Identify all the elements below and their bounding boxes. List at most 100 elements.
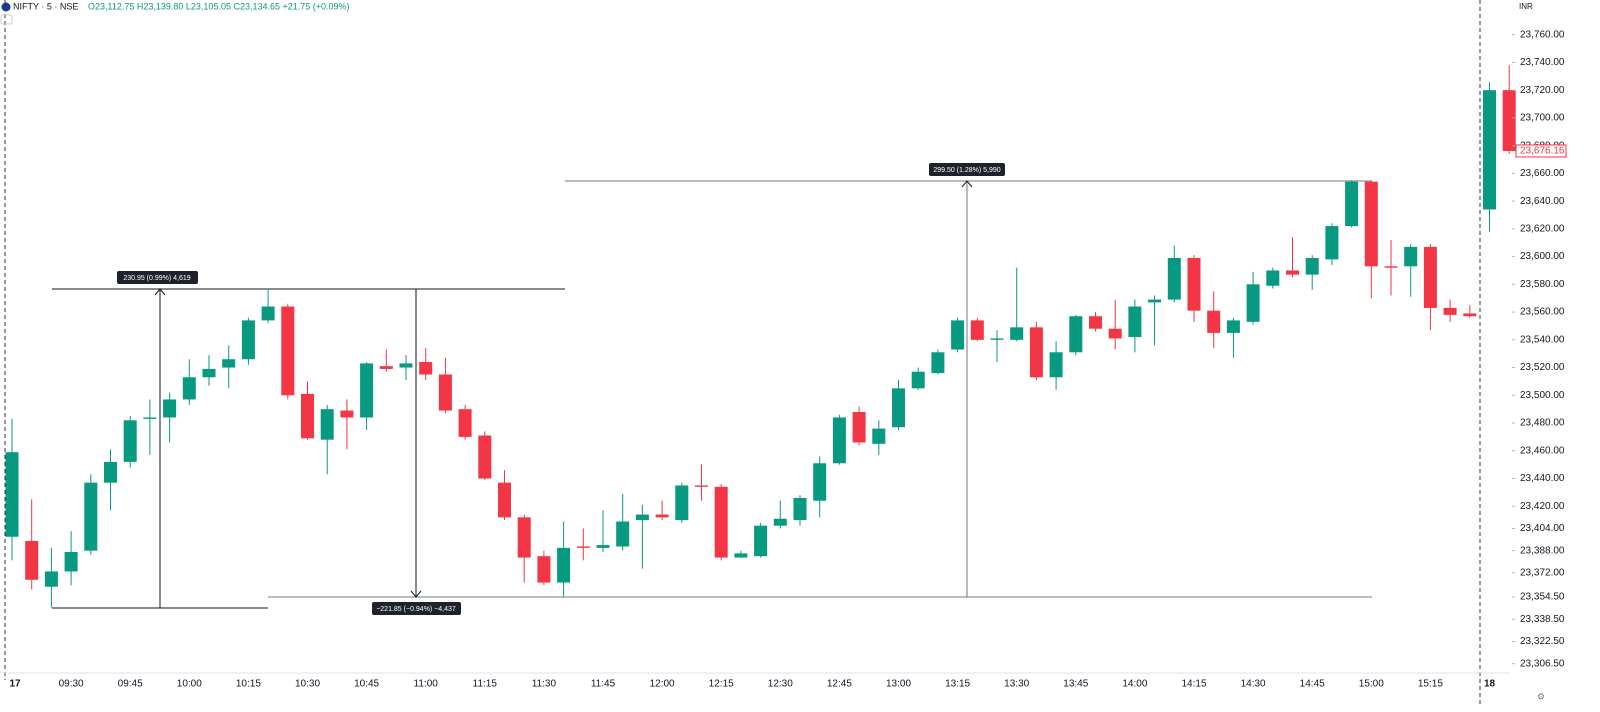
y-tick-label: 23,440.00 — [1520, 473, 1565, 484]
candle-body — [832, 417, 846, 464]
y-tick-label: 23,640.00 — [1520, 196, 1565, 207]
symbol-title[interactable]: NIFTY · 5 · NSE — [13, 1, 78, 11]
candle-body — [813, 463, 827, 501]
y-tick-label: 23,560.00 — [1520, 307, 1565, 318]
candle-body — [754, 525, 768, 557]
candle-body — [951, 320, 965, 350]
candle-body — [64, 552, 78, 572]
candle-body — [1364, 181, 1378, 267]
arrow-head — [961, 180, 973, 188]
candle-body — [537, 556, 551, 583]
candle-body — [25, 540, 39, 580]
candle-body — [163, 399, 177, 418]
candle-body — [182, 377, 196, 400]
x-tick-label: 13:15 — [945, 679, 970, 690]
candle-body — [340, 410, 354, 418]
x-tick-label: 15:00 — [1359, 679, 1384, 690]
candle-body — [498, 482, 511, 518]
candle-body — [1187, 257, 1201, 311]
candle-body — [1089, 316, 1102, 329]
candle-body — [635, 514, 649, 521]
x-tick-label: 11:15 — [473, 679, 498, 690]
candle-body — [675, 485, 689, 521]
candle-body — [714, 486, 728, 558]
candle-body — [123, 420, 137, 462]
measure-text: 230.95 (0.99%) 4,619 — [123, 275, 190, 282]
y-tick-label: 23,460.00 — [1520, 445, 1565, 456]
candle-body — [1325, 226, 1339, 260]
y-tick-label: 23,500.00 — [1520, 390, 1565, 401]
x-tick-label: 11:45 — [591, 679, 616, 690]
x-tick-label: 14:30 — [1241, 679, 1266, 690]
candle-body — [320, 409, 334, 440]
y-tick-label: 23,620.00 — [1520, 223, 1565, 234]
x-tick-label: 12:15 — [709, 679, 734, 690]
candle-body — [458, 409, 472, 437]
candle-body — [222, 359, 236, 368]
measure-label: 299.50 (1.28%) 5,990 — [929, 163, 1005, 176]
candle-body — [1128, 306, 1142, 338]
candle-body — [84, 482, 98, 551]
x-tick-label: 13:45 — [1063, 679, 1088, 690]
y-tick-label: 23,580.00 — [1520, 279, 1565, 290]
candle-body — [931, 352, 945, 374]
candle-body — [616, 521, 630, 547]
candle-body — [1286, 270, 1299, 275]
candle-body — [241, 320, 255, 360]
symbol-icon — [1, 2, 11, 12]
y-tick-label: 23,306.50 — [1520, 658, 1565, 669]
candle-body — [1384, 266, 1398, 268]
y-tick-label: 23,520.00 — [1520, 362, 1565, 373]
label-box — [372, 602, 461, 615]
x-tick-label: 09:45 — [118, 679, 143, 690]
y-tick-label: 23,540.00 — [1520, 334, 1565, 345]
candle-body — [478, 435, 492, 479]
x-tick-label: 12:00 — [650, 679, 675, 690]
y-tick-label: 23,660.00 — [1520, 168, 1565, 179]
x-tick-label: 11:30 — [532, 679, 557, 690]
y-tick-label: 23,338.50 — [1520, 614, 1565, 625]
measure-text: 299.50 (1.28%) 5,990 — [933, 167, 1000, 174]
measure-text: −221.85 (−0.94%) −4,437 — [376, 606, 456, 613]
candle-body — [1207, 310, 1221, 333]
label-box — [929, 163, 1005, 176]
candle-body — [360, 363, 374, 418]
candle-body — [1483, 90, 1496, 210]
y-tick-label: 23,404.00 — [1520, 523, 1565, 534]
candle-body — [1167, 257, 1181, 300]
candle-body — [261, 306, 275, 321]
last-price-box — [1515, 144, 1567, 158]
candle-body — [1029, 327, 1043, 378]
collapse-button[interactable] — [0, 14, 13, 25]
y-tick-label: 23,354.50 — [1520, 592, 1565, 603]
candle-body — [1148, 299, 1162, 303]
candle-body — [419, 362, 433, 375]
label-box — [117, 271, 198, 284]
x-tick-label: 11:00 — [414, 679, 439, 690]
candle-body — [892, 388, 905, 428]
x-tick-label: 13:30 — [1004, 679, 1029, 690]
candle-body — [596, 545, 610, 548]
x-tick-label: 15:15 — [1418, 679, 1443, 690]
candle-body — [1049, 352, 1063, 378]
y-tick-label: 23,700.00 — [1520, 113, 1565, 124]
candle-body — [1404, 246, 1418, 267]
x-tick-label: 10:45 — [354, 679, 379, 690]
x-tick-label: 14:15 — [1181, 679, 1206, 690]
y-tick-label: 23,760.00 — [1520, 29, 1565, 40]
y-tick-label: 23,372.00 — [1520, 567, 1565, 578]
x-tick-label: 13:00 — [886, 679, 911, 690]
candle-body — [301, 393, 314, 439]
x-tick-label: 10:15 — [236, 679, 261, 690]
currency-label[interactable]: INR — [1519, 2, 1533, 11]
last-price-label: 23,676.16 — [1520, 146, 1565, 157]
candle-body — [655, 514, 669, 518]
y-tick-label: 23,740.00 — [1520, 57, 1565, 68]
candle-body — [44, 571, 58, 587]
measure-label: −221.85 (−0.94%) −4,437 — [372, 602, 461, 615]
x-tick-label: 09:30 — [59, 679, 84, 690]
settings-icon[interactable]: ⚙ — [1537, 691, 1545, 701]
candle-body — [911, 371, 925, 389]
candle-body — [1423, 246, 1437, 308]
